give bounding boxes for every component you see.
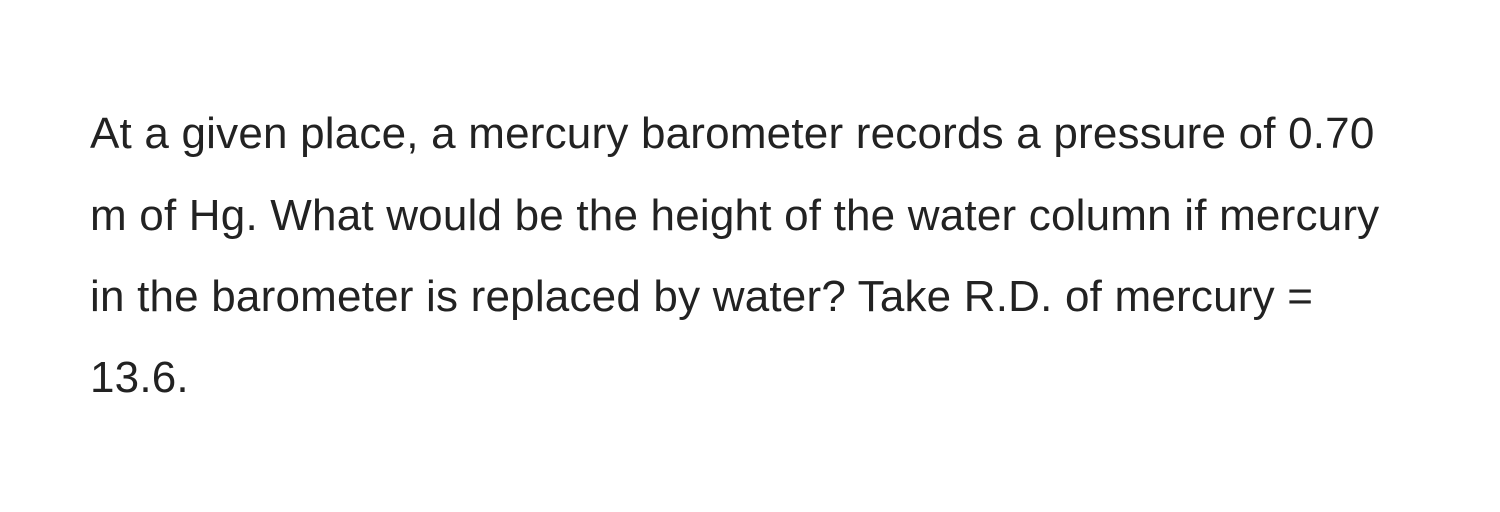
- physics-question-text: At a given place, a mercury barometer re…: [90, 93, 1410, 419]
